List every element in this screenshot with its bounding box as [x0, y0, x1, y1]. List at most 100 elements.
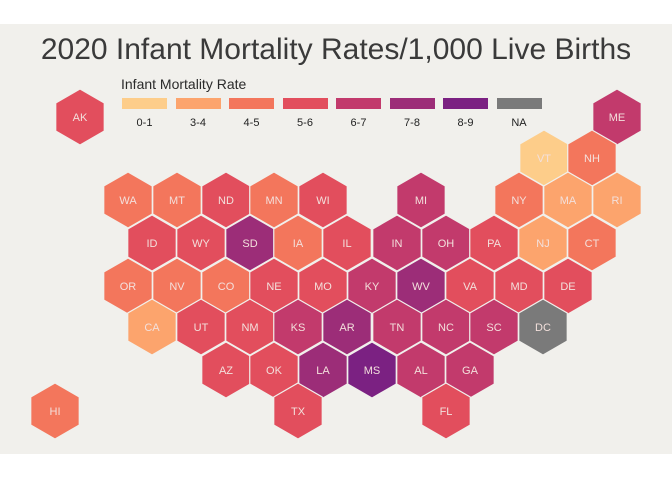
- legend-swatch-4-5: [229, 98, 274, 109]
- state-hex-ky: KY: [347, 257, 397, 315]
- state-label: MS: [364, 365, 381, 377]
- state-hex-la: LA: [298, 341, 348, 399]
- state-label: MT: [169, 195, 185, 207]
- state-hex-shape: [322, 298, 372, 356]
- state-hex-tn: TN: [372, 298, 422, 356]
- state-hex-nd: ND: [201, 171, 251, 229]
- state-label: NJ: [536, 238, 549, 250]
- legend-swatch-7-8: [389, 98, 435, 109]
- state-label: TX: [291, 406, 306, 418]
- state-label: OH: [438, 238, 455, 250]
- legend-label-5-6: 5-6: [297, 117, 313, 129]
- state-label: KS: [291, 322, 306, 334]
- state-label: VT: [537, 153, 551, 165]
- legend-title: Infant Mortality Rate: [121, 76, 247, 92]
- state-label: CO: [218, 281, 235, 293]
- state-label: MO: [314, 281, 332, 293]
- state-label: MA: [560, 195, 577, 207]
- legend-label-4-5: 4-5: [243, 117, 260, 129]
- legend-label-6-7: 6-7: [350, 117, 367, 129]
- state-label: OR: [120, 281, 137, 293]
- state-hex-shape: [273, 382, 323, 440]
- state-hex-tx: TX: [273, 382, 323, 440]
- state-label: AZ: [219, 365, 233, 377]
- state-label: NE: [266, 281, 281, 293]
- state-hex-oh: OH: [421, 214, 471, 272]
- legend-label-0-1: 0-1: [136, 117, 153, 129]
- state-label: FL: [440, 406, 453, 418]
- state-label: PA: [487, 238, 502, 250]
- state-label: MD: [510, 281, 527, 293]
- state-label: DE: [560, 281, 575, 293]
- state-hex-shape: [592, 171, 642, 229]
- state-label: IN: [392, 238, 403, 250]
- state-hex-ak: AK: [55, 88, 105, 146]
- state-hex-shape: [322, 214, 372, 272]
- legend-label-8-9: 8-9: [457, 117, 474, 129]
- state-hex-fl: FL: [421, 382, 471, 440]
- state-hex-shape: [543, 257, 593, 315]
- map-title: 2020 Infant Mortality Rates/1,000 Live B…: [40, 33, 632, 66]
- legend-label-NA: NA: [511, 117, 527, 129]
- state-label: MI: [415, 195, 427, 207]
- state-label: RI: [612, 195, 623, 207]
- state-hex-ri: RI: [592, 171, 642, 229]
- legend-swatch-8-9: [443, 98, 488, 109]
- state-label: CA: [144, 322, 160, 334]
- state-hex-hi: HI: [30, 382, 80, 440]
- state-label: NV: [169, 281, 185, 293]
- state-label: VA: [463, 281, 478, 293]
- state-hex-az: AZ: [201, 341, 251, 399]
- legend-label-3-4: 3-4: [190, 117, 206, 129]
- state-hex-dc: DC: [518, 298, 568, 356]
- state-label: NY: [511, 195, 527, 207]
- state-hex-wi: WI: [298, 171, 348, 229]
- state-label: ND: [218, 195, 234, 207]
- state-hex-de: DE: [543, 257, 593, 315]
- state-label: SD: [242, 238, 257, 250]
- state-label: KY: [365, 281, 380, 293]
- state-label: AR: [339, 322, 354, 334]
- legend-swatch-NA: [496, 98, 542, 109]
- state-label: UT: [194, 322, 209, 334]
- state-hex-shape: [396, 171, 446, 229]
- state-hex-shape: [421, 382, 471, 440]
- state-hex-md: MD: [494, 257, 544, 315]
- state-label: WI: [316, 195, 329, 207]
- state-hex-shape: [298, 171, 348, 229]
- state-hex-shape: [592, 88, 642, 146]
- state-hex-vt: VT: [519, 129, 569, 187]
- state-hex-co: CO: [201, 257, 251, 315]
- legend-swatch-5-6: [282, 98, 328, 109]
- state-label: AK: [73, 112, 88, 124]
- state-label: HI: [50, 406, 61, 418]
- state-label: WA: [119, 195, 137, 207]
- state-hex-shape: [55, 88, 105, 146]
- state-label: ID: [147, 238, 158, 250]
- state-label: DC: [535, 322, 551, 334]
- state-hex-ca: CA: [127, 298, 177, 356]
- state-label: MN: [265, 195, 282, 207]
- state-hex-shape: [567, 214, 617, 272]
- state-label: WV: [412, 281, 430, 293]
- state-hex-ct: CT: [567, 214, 617, 272]
- state-label: OK: [266, 365, 283, 377]
- state-label: NH: [584, 153, 600, 165]
- state-label: SC: [486, 322, 501, 334]
- state-hex-ar: AR: [322, 298, 372, 356]
- state-hex-mi: MI: [396, 171, 446, 229]
- state-hex-me: ME: [592, 88, 642, 146]
- state-hex-nm: NM: [225, 298, 275, 356]
- state-label: AL: [414, 365, 427, 377]
- state-label: IA: [293, 238, 304, 250]
- state-hex-ma: MA: [543, 171, 593, 229]
- state-hex-shape: [518, 298, 568, 356]
- state-hex-il: IL: [322, 214, 372, 272]
- legend-swatch-0-1: [122, 98, 167, 109]
- state-label: NC: [438, 322, 454, 334]
- legend-swatch-6-7: [336, 98, 381, 109]
- state-label: CT: [585, 238, 600, 250]
- legend-swatch-3-4: [175, 98, 221, 109]
- state-label: GA: [462, 365, 479, 377]
